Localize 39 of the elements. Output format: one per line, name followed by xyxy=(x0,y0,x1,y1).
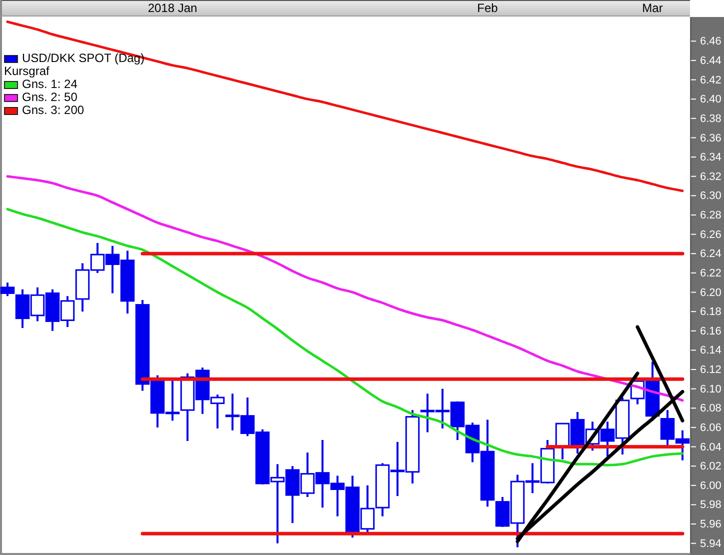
y-tick-label: 6.32 xyxy=(700,170,722,183)
y-tick-label: 6.08 xyxy=(700,402,722,415)
y-tick-label: 5.98 xyxy=(700,499,722,512)
y-tick-label: 6.12 xyxy=(700,364,722,376)
legend-title: Kursgraf xyxy=(4,64,50,78)
y-tick-label: 6.00 xyxy=(700,480,722,492)
y-tick-label: 6.16 xyxy=(700,325,722,338)
y-tick-label: 6.40 xyxy=(700,94,722,106)
y-tick-label: 6.44 xyxy=(700,54,722,67)
line-series xyxy=(6,20,684,192)
y-tick-label: 6.36 xyxy=(700,132,722,144)
y-tick-label: 6.28 xyxy=(700,210,722,222)
y-tick-label: 6.02 xyxy=(700,460,722,473)
y-tick-label: 6.18 xyxy=(700,306,722,318)
x-tick-label: Feb xyxy=(477,1,498,15)
y-tick-label: 6.04 xyxy=(700,441,722,454)
y-tick-label: 6.34 xyxy=(700,152,722,164)
legend-label: Gns. 1: 24 xyxy=(22,77,78,91)
y-tick-label: 6.22 xyxy=(700,267,722,280)
legend-label: USD/DKK SPOT (Dag) xyxy=(22,51,144,65)
x-tick-label: 2018 Jan xyxy=(148,1,198,15)
y-tick-label: 5.96 xyxy=(700,518,722,531)
line-series xyxy=(6,175,684,402)
y-tick-label: 6.14 xyxy=(700,344,722,357)
legend-label: Gns. 2: 50 xyxy=(22,90,78,104)
y-tick-label: 6.20 xyxy=(700,286,722,299)
y-tick-label: 6.10 xyxy=(700,383,722,396)
y-tick-label: 6.42 xyxy=(700,74,722,86)
y-tick-label: 5.94 xyxy=(700,538,722,550)
line-series xyxy=(6,208,684,466)
candlestick xyxy=(0,282,15,298)
y-tick-label: 6.30 xyxy=(700,190,722,202)
y-tick-label: 6.24 xyxy=(700,248,722,260)
y-tick-label: 6.38 xyxy=(700,112,722,125)
x-tick-label: Mar xyxy=(642,1,663,15)
y-tick-label: 6.46 xyxy=(700,36,722,48)
y-tick-label: 6.26 xyxy=(700,228,722,241)
y-tick-label: 6.06 xyxy=(700,422,722,434)
legend-label: Gns. 3: 200 xyxy=(22,103,84,117)
